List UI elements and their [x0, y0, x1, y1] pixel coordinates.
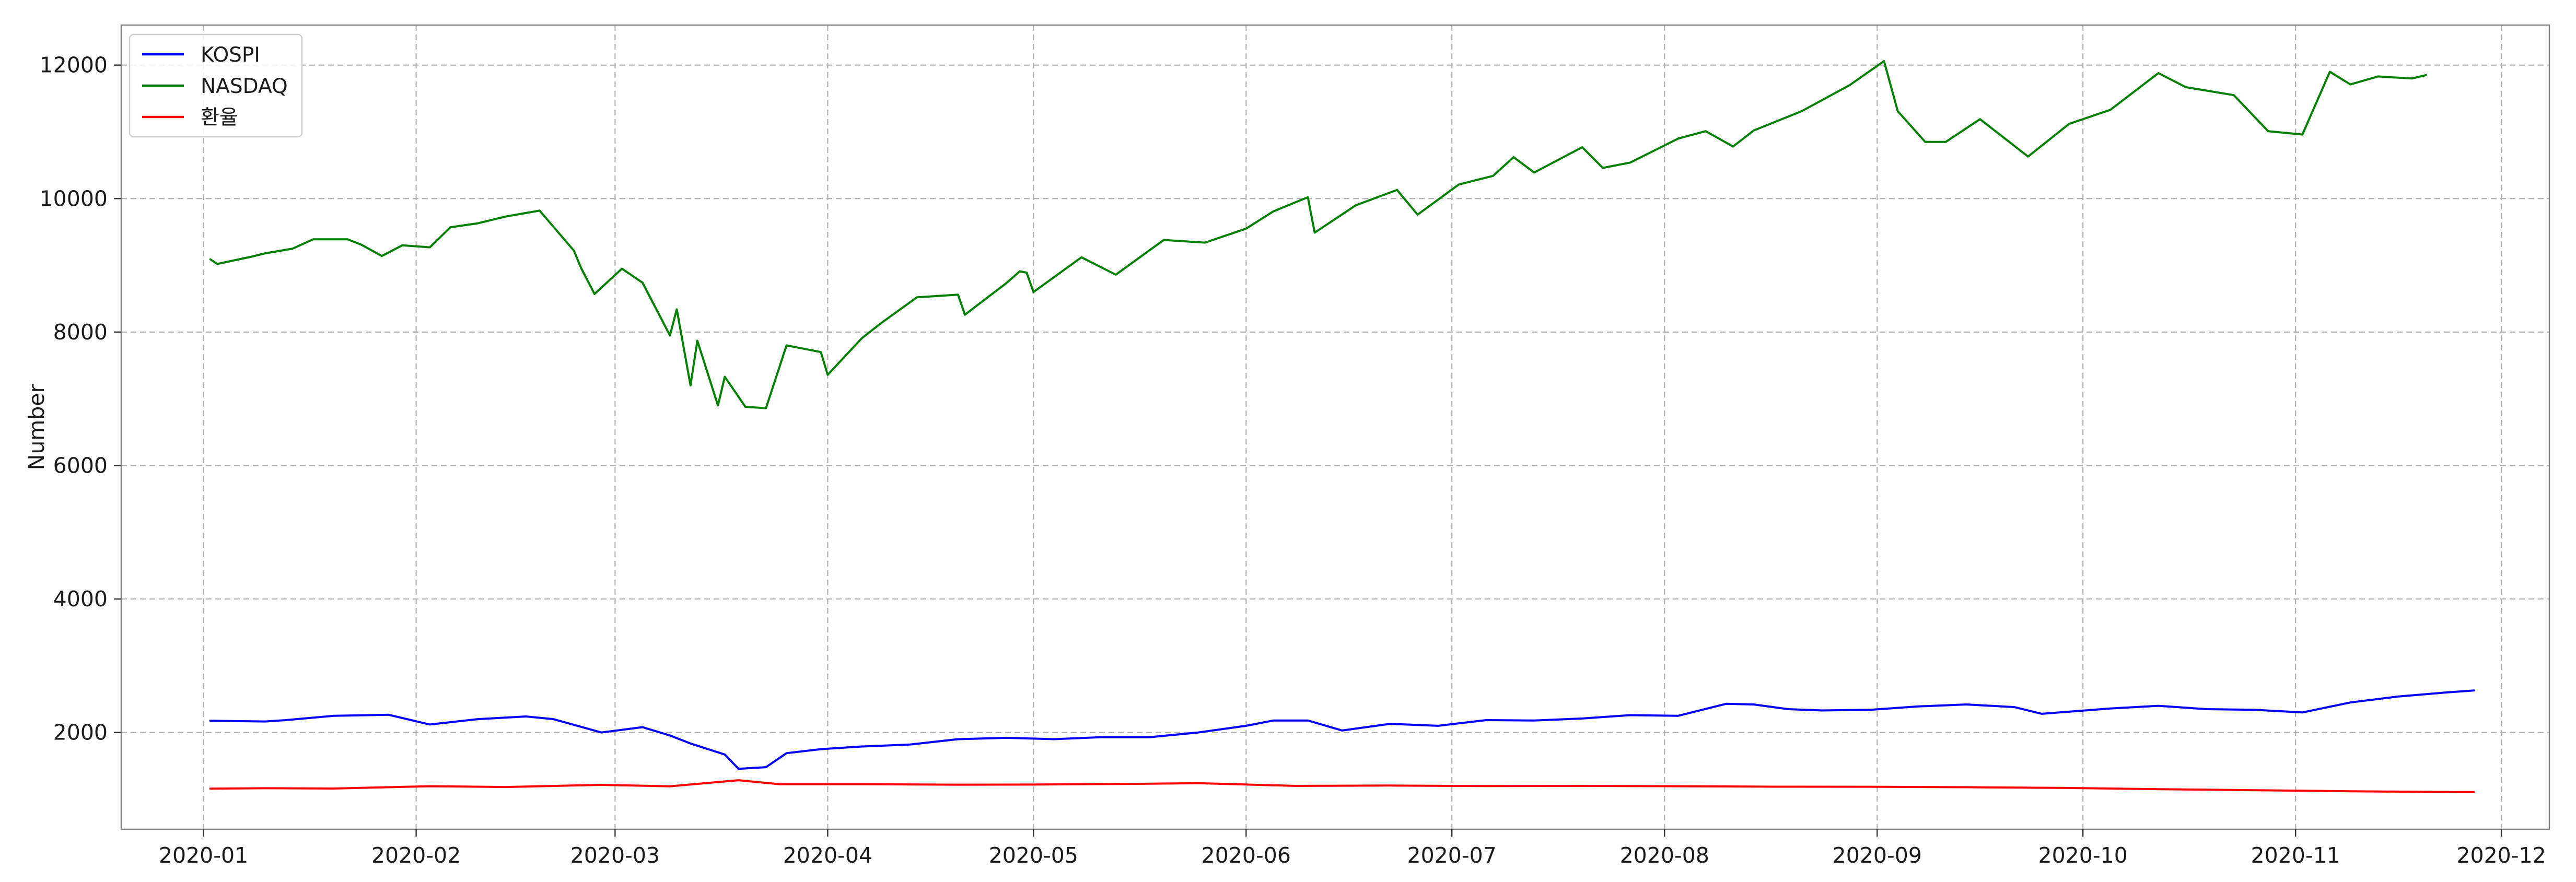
- legend-label-nasdaq: NASDAQ: [201, 75, 288, 98]
- y-tick-label: 4000: [53, 586, 108, 611]
- y-tick-label: 10000: [40, 186, 108, 211]
- x-tick-label: 2020-10: [2038, 843, 2128, 868]
- x-tick-label: 2020-06: [1202, 843, 1291, 868]
- series-lines: [209, 60, 2475, 793]
- series-line-kospi: [209, 689, 2475, 770]
- grid-lines: [121, 25, 2549, 829]
- x-tick-label: 2020-11: [2251, 843, 2340, 868]
- x-tick-label: 2020-02: [371, 843, 461, 868]
- legend-label-exchange-rate: 환율: [201, 106, 238, 130]
- y-tick-label: 6000: [53, 453, 108, 478]
- y-axis-title: Number: [24, 384, 49, 471]
- series-line-nasdaq: [209, 60, 2427, 409]
- legend-label-kospi: KOSPI: [201, 43, 260, 67]
- y-axis-ticks: 2000 4000 6000 8000 10000 12000: [40, 53, 121, 745]
- legend: KOSPI NASDAQ 환율: [129, 33, 303, 138]
- y-tick-label: 12000: [40, 53, 108, 78]
- x-tick-label: 2020-08: [1620, 843, 1709, 868]
- x-tick-label: 2020-12: [2456, 843, 2546, 868]
- x-tick-label: 2020-05: [989, 843, 1078, 868]
- x-tick-label: 2020-01: [159, 843, 248, 868]
- y-tick-label: 8000: [53, 320, 108, 345]
- x-tick-label: 2020-07: [1407, 843, 1497, 868]
- plot-frame: [120, 24, 2550, 830]
- x-axis-ticks: 2020-01 2020-02 2020-03 2020-04 2020-05 2020-…: [159, 829, 2546, 868]
- x-tick-label: 2020-03: [570, 843, 660, 868]
- y-tick-label: 2000: [53, 720, 108, 745]
- legend-box: [129, 33, 303, 138]
- x-tick-label: 2020-04: [783, 843, 872, 868]
- x-tick-label: 2020-09: [1833, 843, 1922, 868]
- series-line-exchange-rate: [209, 779, 2475, 793]
